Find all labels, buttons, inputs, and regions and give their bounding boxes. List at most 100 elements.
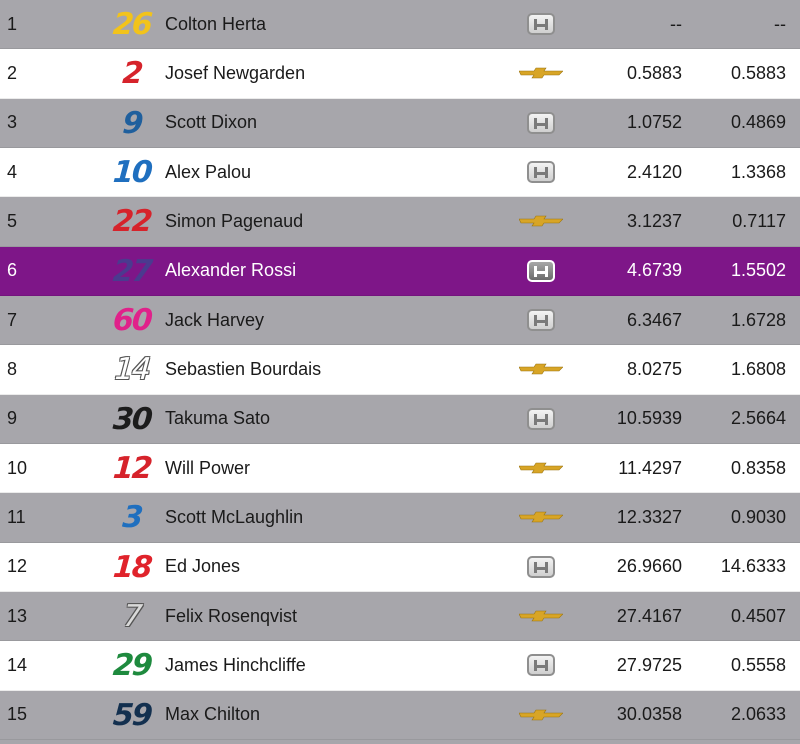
honda-logo-icon xyxy=(512,247,570,295)
interval-cell: 2.4120 xyxy=(626,161,682,182)
position-cell: 9 xyxy=(7,408,18,429)
car-number: 3 xyxy=(121,499,143,535)
gap-cell: 1.6728 xyxy=(730,309,786,330)
car-number: 7 xyxy=(122,598,142,634)
position-cell: 6 xyxy=(7,260,18,281)
chevrolet-bowtie-icon xyxy=(512,197,570,245)
table-row[interactable]: 1 26 Colton Herta -- -- xyxy=(0,0,800,50)
position-cell: 5 xyxy=(7,210,18,231)
car-number: 18 xyxy=(111,549,153,585)
interval-cell: 10.5939 xyxy=(616,408,682,429)
interval-cell: 6.3467 xyxy=(626,309,682,330)
driver-name: Scott McLaughlin xyxy=(165,506,304,527)
interval-cell: 11.4297 xyxy=(618,457,682,478)
honda-logo-icon xyxy=(512,641,570,689)
interval-cell: 27.4167 xyxy=(616,605,682,626)
gap-cell: 2.5664 xyxy=(730,408,786,429)
position-cell: 3 xyxy=(7,112,18,133)
driver-name: Ed Jones xyxy=(165,556,241,577)
gap-cell: 1.6808 xyxy=(730,358,786,379)
table-row[interactable]: 5 22 Simon Pagenaud 3.1237 0.7117 xyxy=(0,197,800,247)
table-row[interactable]: 9 30 Takuma Sato 10.5939 2.5664 xyxy=(0,394,800,444)
honda-logo-icon xyxy=(512,99,570,147)
gap-cell: 0.4507 xyxy=(730,605,786,626)
driver-name: Jack Harvey xyxy=(165,309,265,330)
gap-cell: 0.8358 xyxy=(730,457,786,478)
driver-name: James Hinchcliffe xyxy=(165,654,306,675)
table-row[interactable]: 2 2 Josef Newgarden 0.5883 0.5883 xyxy=(0,49,800,99)
driver-name: Colton Herta xyxy=(165,13,267,34)
gap-cell: 14.6333 xyxy=(720,556,786,577)
chevrolet-bowtie-icon xyxy=(512,444,570,492)
position-cell: 10 xyxy=(7,457,28,478)
chevrolet-bowtie-icon xyxy=(512,691,570,739)
car-number: 59 xyxy=(111,697,153,733)
chevrolet-bowtie-icon xyxy=(512,49,570,97)
gap-cell: 0.5558 xyxy=(730,654,786,675)
position-cell: 15 xyxy=(7,704,28,725)
position-cell: 1 xyxy=(7,13,18,34)
gap-cell: -- xyxy=(774,13,786,34)
driver-name: Max Chilton xyxy=(165,704,261,725)
driver-name: Alex Palou xyxy=(165,161,252,182)
table-row[interactable]: 7 60 Jack Harvey 6.3467 1.6728 xyxy=(0,295,800,346)
driver-name: Sebastien Bourdais xyxy=(165,358,322,379)
honda-logo-icon xyxy=(512,296,570,344)
car-number: 2 xyxy=(121,55,143,91)
interval-cell: 0.5883 xyxy=(626,62,682,83)
car-number: 12 xyxy=(111,450,153,486)
position-cell: 4 xyxy=(7,161,18,182)
car-number: 14 xyxy=(113,351,151,387)
interval-cell: 26.9660 xyxy=(616,556,682,577)
table-row[interactable]: 15 59 Max Chilton 30.0358 2.0633 xyxy=(0,690,800,740)
driver-name: Scott Dixon xyxy=(165,112,258,133)
honda-logo-icon xyxy=(512,0,570,48)
table-row[interactable]: 3 9 Scott Dixon 1.0752 0.4869 xyxy=(0,98,800,148)
gap-cell: 0.9030 xyxy=(730,506,786,527)
car-number: 27 xyxy=(111,253,153,289)
chevrolet-bowtie-icon xyxy=(512,592,570,640)
gap-cell: 2.0633 xyxy=(730,704,786,725)
position-cell: 7 xyxy=(7,309,18,330)
table-row[interactable]: 13 7 Felix Rosenqvist 27.4167 0.4507 xyxy=(0,591,800,642)
driver-name: Simon Pagenaud xyxy=(165,210,304,231)
interval-cell: 30.0358 xyxy=(616,704,682,725)
car-number: 29 xyxy=(111,647,153,683)
gap-cell: 0.7117 xyxy=(732,210,786,231)
car-number: 22 xyxy=(111,203,153,239)
honda-logo-icon xyxy=(512,543,570,591)
interval-cell: 1.0752 xyxy=(626,112,682,133)
driver-name: Takuma Sato xyxy=(165,408,271,429)
table-row[interactable]: 10 12 Will Power 11.4297 0.8358 xyxy=(0,443,800,494)
position-cell: 2 xyxy=(7,62,18,83)
position-cell: 14 xyxy=(7,654,28,675)
table-row[interactable]: 6 27 Alexander Rossi 4.6739 1.5502 xyxy=(0,246,800,296)
chevrolet-bowtie-icon xyxy=(512,345,570,393)
table-row[interactable]: 11 3 Scott McLaughlin 12.3327 0.9030 xyxy=(0,493,800,543)
gap-cell: 1.5502 xyxy=(730,260,786,281)
position-cell: 11 xyxy=(7,506,26,527)
interval-cell: 4.6739 xyxy=(626,260,682,281)
gap-cell: 1.3368 xyxy=(730,161,786,182)
driver-name: Will Power xyxy=(165,457,251,478)
table-row[interactable]: 4 10 Alex Palou 2.4120 1.3368 xyxy=(0,147,800,198)
table-row[interactable]: 14 29 James Hinchcliffe 27.9725 0.5558 xyxy=(0,641,800,691)
interval-cell: 8.0275 xyxy=(626,358,682,379)
interval-cell: 27.9725 xyxy=(616,654,682,675)
car-number: 60 xyxy=(111,302,153,338)
interval-cell: 3.1237 xyxy=(626,210,682,231)
table-row[interactable]: 8 14 Sebastien Bourdais 8.0275 1.6808 xyxy=(0,345,800,395)
driver-name: Alexander Rossi xyxy=(165,260,297,281)
driver-name: Josef Newgarden xyxy=(165,62,306,83)
chevrolet-bowtie-icon xyxy=(512,493,570,541)
honda-logo-icon xyxy=(512,395,570,443)
honda-logo-icon xyxy=(512,148,570,196)
gap-cell: 0.4869 xyxy=(730,112,786,133)
car-number: 30 xyxy=(111,401,153,437)
interval-cell: 12.3327 xyxy=(616,506,682,527)
position-cell: 12 xyxy=(7,556,28,577)
car-number: 26 xyxy=(111,6,153,42)
table-row[interactable]: 12 18 Ed Jones 26.9660 14.6333 xyxy=(0,542,800,592)
car-number: 10 xyxy=(111,154,153,190)
